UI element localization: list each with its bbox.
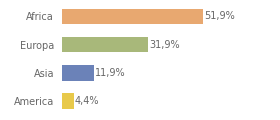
Bar — [62, 93, 74, 109]
Bar — [62, 9, 203, 24]
Text: 4,4%: 4,4% — [75, 96, 99, 106]
Text: 31,9%: 31,9% — [150, 40, 180, 50]
Text: 51,9%: 51,9% — [204, 11, 235, 21]
Text: 11,9%: 11,9% — [95, 68, 126, 78]
Bar — [62, 65, 94, 81]
Bar — [62, 37, 148, 52]
